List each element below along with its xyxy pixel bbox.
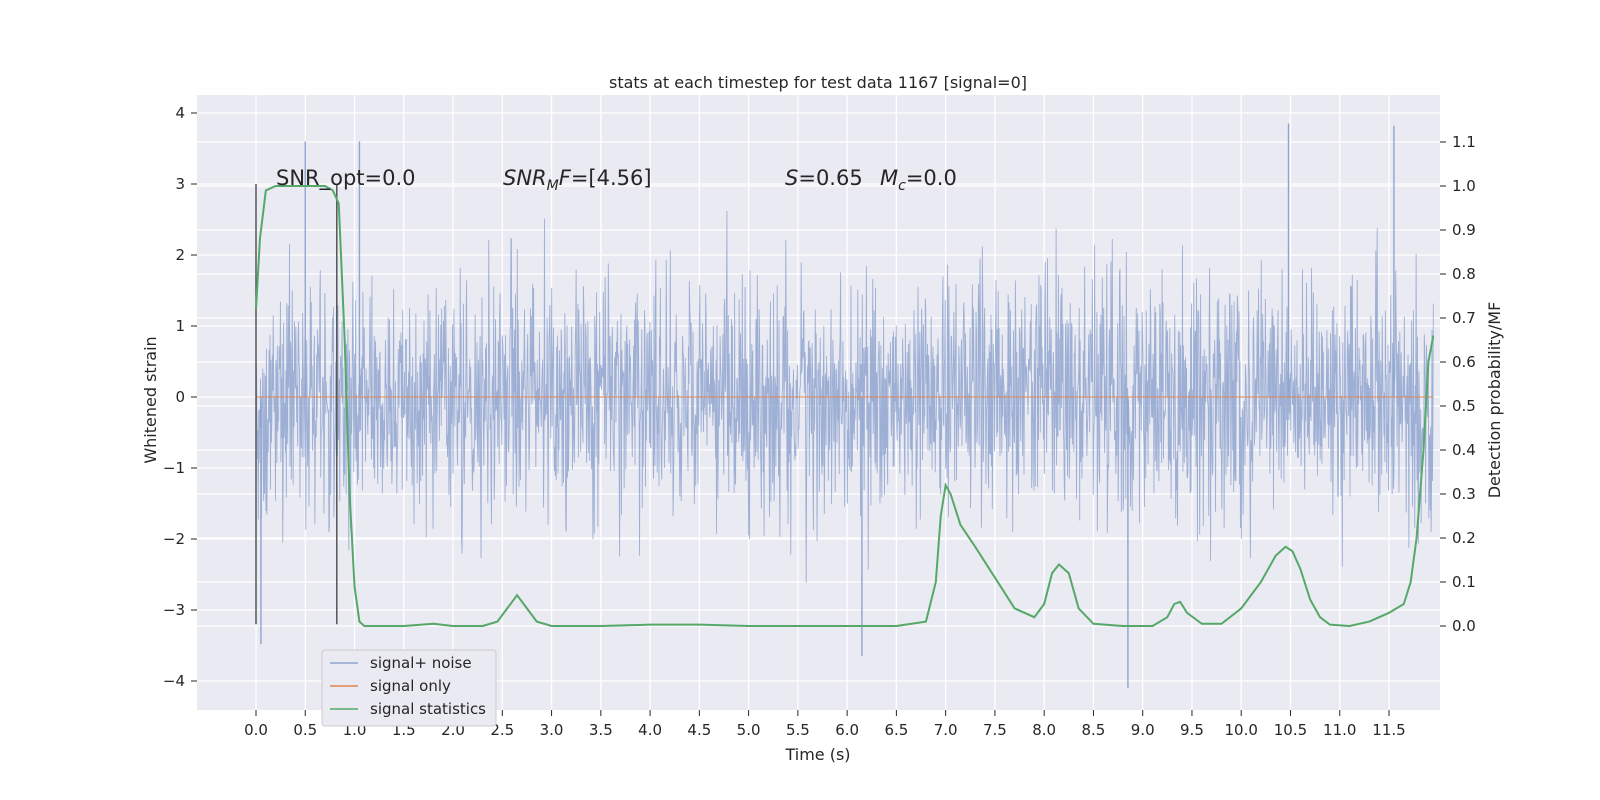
y-right-tick-label: 0.0 (1452, 617, 1476, 635)
noise-series (255, 123, 1434, 689)
y-right-axis-label: Detection probability/MF (1485, 302, 1504, 499)
x-tick-label: 8.0 (1032, 721, 1056, 739)
y-right-tick-label: 0.8 (1452, 265, 1476, 283)
x-tick-label: 3.0 (540, 721, 564, 739)
x-tick-label: 8.5 (1082, 721, 1106, 739)
annotation-snr-mf: SNRMF=[4.56] (503, 166, 652, 194)
annotation-mc-value: =0.0 (906, 166, 957, 190)
x-tick-label: 5.5 (786, 721, 810, 739)
annotation-mc-sub: c (898, 178, 906, 194)
signal-statistics-line (255, 185, 1435, 628)
x-axis-label: Time (s) (784, 745, 850, 764)
y-tick-label: −2 (163, 530, 185, 548)
annotation-s: S=0.65 (785, 166, 863, 190)
y-tick-label: −4 (163, 672, 185, 690)
x-tick-label: 0.5 (293, 721, 317, 739)
y-tick-label: −3 (163, 601, 185, 619)
series-layer (255, 184, 1435, 628)
ticks-layer: 0.0 0.5 1.0 1.5 2.0 2.5 3.0 3.5 4.0 4.5 5.0 5.5 6.0 6… (163, 104, 1476, 739)
y-tick-label: 1 (175, 317, 185, 335)
annotation-s-value: =0.65 (798, 166, 862, 190)
legend-label-signal-only: signal only (370, 677, 451, 695)
x-tick-label: 3.5 (589, 721, 613, 739)
legend-label-signal-noise: signal+ noise (370, 654, 472, 672)
chart-title: stats at each timestep for test data 116… (609, 73, 1027, 92)
x-tick-label: 11.5 (1372, 721, 1405, 739)
annotation-mc-label: M (880, 166, 898, 190)
legend-box (321, 649, 497, 727)
legend: signal+ noise signal only signal statist… (321, 649, 497, 727)
x-tick-label: 7.5 (983, 721, 1007, 739)
annotation-snr-mf-f: F (559, 166, 572, 190)
x-tick-label: 9.0 (1131, 721, 1155, 739)
signal-noise-line (255, 210, 1434, 583)
y-tick-label: 4 (175, 104, 185, 122)
x-tick-label: 9.5 (1180, 721, 1204, 739)
y-tick-label: −1 (163, 459, 185, 477)
x-tick-label: 7.0 (934, 721, 958, 739)
y-tick-label: 3 (175, 175, 185, 193)
y-right-tick-label: 0.7 (1452, 309, 1476, 327)
x-tick-label: 4.5 (687, 721, 711, 739)
annotation-s-label: S (785, 166, 798, 190)
x-tick-label: 5.0 (737, 721, 761, 739)
y-right-tick-label: 0.2 (1452, 529, 1476, 547)
x-tick-label: 10.0 (1225, 721, 1258, 739)
y-axis-label: Whitened strain (141, 336, 160, 463)
x-tick-label: 2.5 (490, 721, 514, 739)
x-tick-label: 10.5 (1274, 721, 1307, 739)
x-tick-label: 11.0 (1323, 721, 1356, 739)
y-right-tick-label: 0.5 (1452, 397, 1476, 415)
x-tick-label: 6.0 (835, 721, 859, 739)
annotation-snr-opt: SNR_opt=0.0 (276, 166, 416, 191)
y-right-tick-label: 0.3 (1452, 485, 1476, 503)
x-tick-label: 4.0 (638, 721, 662, 739)
y-right-tick-label: 0.4 (1452, 441, 1476, 459)
y-right-tick-label: 0.9 (1452, 221, 1476, 239)
y-right-tick-label: 0.6 (1452, 353, 1476, 371)
y-tick-label: 2 (175, 246, 185, 264)
annotation-snr-mf-value: =[4.56] (571, 166, 652, 190)
annotation-mc: Mc=0.0 (880, 166, 957, 194)
x-tick-label: 0.0 (244, 721, 268, 739)
y-right-tick-label: 1.0 (1452, 177, 1476, 195)
annotation-snr-mf-sub: M (547, 178, 559, 194)
y-tick-label: 0 (175, 388, 185, 406)
annotation-snr-mf-prefix: SNR (503, 166, 547, 190)
legend-label-signal-statistics: signal statistics (370, 700, 486, 718)
x-tick-label: 6.5 (884, 721, 908, 739)
y-right-tick-label: 1.1 (1452, 133, 1476, 151)
y-right-tick-label: 0.1 (1452, 573, 1476, 591)
